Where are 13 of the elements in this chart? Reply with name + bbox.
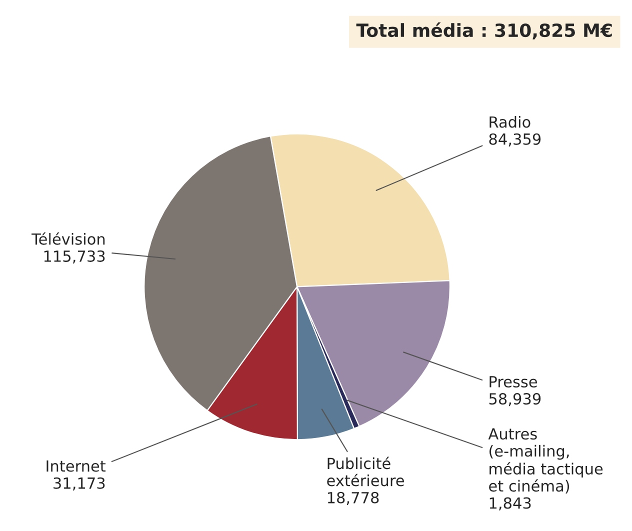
data-label: 58,939 bbox=[489, 393, 541, 406]
slice-label: Publicité extérieure bbox=[327, 456, 404, 486]
slice-label: Internet bbox=[46, 460, 106, 472]
slice-label: Presse bbox=[490, 376, 537, 388]
slice-label: Autres (e-mailing, média tactique et cinéma) bbox=[488, 428, 603, 494]
chart-title: Total média : 310,825 M€ bbox=[356, 22, 612, 40]
slice-label: Radio bbox=[490, 116, 530, 128]
data-label: 115,733 bbox=[44, 250, 105, 264]
data-label: 18,778 bbox=[328, 492, 379, 505]
data-label: 31,173 bbox=[54, 477, 105, 490]
data-label: 84,359 bbox=[489, 133, 541, 146]
slice-label: Télévision bbox=[32, 232, 105, 245]
data-label: 1,843 bbox=[490, 497, 531, 510]
